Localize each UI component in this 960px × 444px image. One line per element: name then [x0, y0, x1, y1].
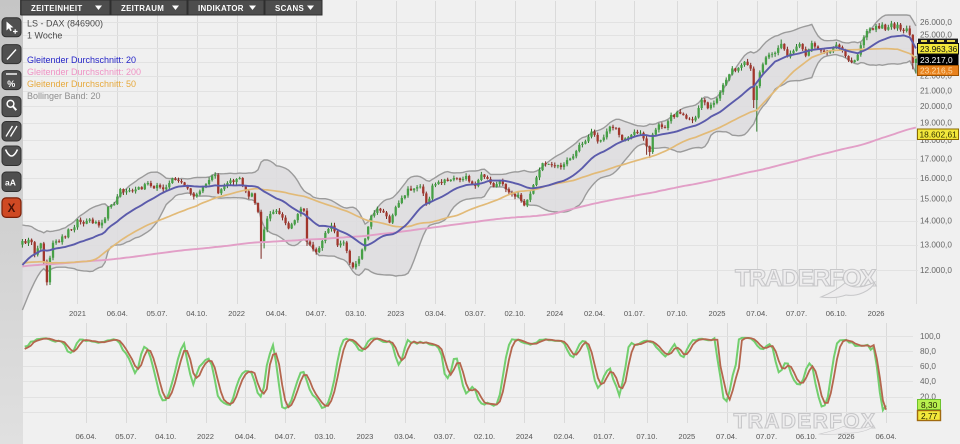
svg-text:02.04.: 02.04. — [584, 309, 605, 318]
svg-text:2026: 2026 — [868, 309, 885, 318]
svg-text:04.04.: 04.04. — [266, 309, 287, 318]
svg-text:04.04.: 04.04. — [235, 432, 256, 441]
svg-text:TRADERFOX: TRADERFOX — [734, 410, 876, 433]
svg-text:aA: aA — [5, 178, 16, 188]
svg-text:23.216,5: 23.216,5 — [920, 66, 953, 76]
svg-text:1 Woche: 1 Woche — [27, 31, 62, 41]
svg-text:17.000,0: 17.000,0 — [920, 154, 952, 163]
svg-text:Gleitender Durchschnitt: 200: Gleitender Durchschnitt: 200 — [27, 67, 141, 77]
svg-text:05.07.: 05.07. — [147, 309, 168, 318]
svg-text:13.000,0: 13.000,0 — [920, 240, 952, 249]
svg-text:8,30: 8,30 — [921, 400, 938, 410]
svg-text:01.07.: 01.07. — [593, 432, 614, 441]
svg-text:26.000,0: 26.000,0 — [920, 18, 952, 27]
svg-text:02.10.: 02.10. — [474, 432, 495, 441]
svg-text:15.000,0: 15.000,0 — [920, 195, 952, 204]
svg-text:2026: 2026 — [838, 432, 855, 441]
svg-text:2022: 2022 — [228, 309, 245, 318]
svg-text:23.217,0: 23.217,0 — [920, 55, 953, 65]
svg-text:20.000,0: 20.000,0 — [920, 102, 952, 111]
svg-text:07.04.: 07.04. — [716, 432, 737, 441]
svg-text:2025: 2025 — [709, 309, 726, 318]
svg-text:04.10.: 04.10. — [155, 432, 176, 441]
svg-text:21.000,0: 21.000,0 — [920, 87, 952, 96]
svg-text:2023: 2023 — [356, 432, 373, 441]
svg-text:04.10.: 04.10. — [186, 309, 207, 318]
svg-text:%: % — [7, 79, 15, 89]
svg-text:07.07.: 07.07. — [756, 432, 777, 441]
svg-text:05.07.: 05.07. — [115, 432, 136, 441]
svg-text:03.07.: 03.07. — [465, 309, 486, 318]
svg-text:80,0: 80,0 — [920, 347, 936, 356]
svg-text:40,0: 40,0 — [920, 377, 936, 386]
svg-text:02.10.: 02.10. — [504, 309, 525, 318]
svg-text:X: X — [8, 203, 16, 215]
svg-text:SCANS: SCANS — [275, 4, 304, 13]
svg-text:03.07.: 03.07. — [434, 432, 455, 441]
svg-text:20,0: 20,0 — [920, 392, 936, 401]
svg-text:23.963,36: 23.963,36 — [920, 44, 958, 54]
svg-text:14.000,0: 14.000,0 — [920, 217, 952, 226]
svg-text:04.07.: 04.07. — [306, 309, 327, 318]
svg-text:18.000,0: 18.000,0 — [920, 136, 952, 145]
svg-text:Gleitender Durchschnitt: 50: Gleitender Durchschnitt: 50 — [27, 79, 136, 89]
svg-text:18.602,61: 18.602,61 — [920, 130, 958, 140]
svg-text:07.07.: 07.07. — [786, 309, 807, 318]
svg-text:12.000,0: 12.000,0 — [920, 266, 952, 275]
svg-text:06.04.: 06.04. — [75, 432, 96, 441]
svg-text:07.10.: 07.10. — [636, 432, 657, 441]
svg-text:ZEITEINHEIT: ZEITEINHEIT — [31, 4, 83, 13]
svg-text:2023: 2023 — [387, 309, 404, 318]
svg-text:01.07.: 01.07. — [624, 309, 645, 318]
svg-text:06.04.: 06.04. — [107, 309, 128, 318]
svg-text:ZEITRAUM: ZEITRAUM — [121, 4, 164, 13]
svg-text:2025: 2025 — [678, 432, 695, 441]
svg-text:LS - DAX (846900): LS - DAX (846900) — [27, 19, 103, 29]
svg-text:60,0: 60,0 — [920, 362, 936, 371]
svg-text:03.04.: 03.04. — [425, 309, 446, 318]
svg-text:25.000,0: 25.000,0 — [920, 31, 952, 40]
svg-text:06.10.: 06.10. — [796, 432, 817, 441]
svg-text:16.000,0: 16.000,0 — [920, 174, 952, 183]
svg-text:2,77: 2,77 — [921, 411, 938, 421]
svg-text:03.04.: 03.04. — [394, 432, 415, 441]
svg-text:100,0: 100,0 — [920, 332, 941, 341]
svg-text:03.10.: 03.10. — [315, 432, 336, 441]
svg-text:06.10.: 06.10. — [826, 309, 847, 318]
svg-text:2024: 2024 — [516, 432, 533, 441]
svg-text:Gleitender Durchschnitt: 20: Gleitender Durchschnitt: 20 — [27, 55, 136, 65]
svg-text:19.000,0: 19.000,0 — [920, 119, 952, 128]
svg-text:02.04.: 02.04. — [554, 432, 575, 441]
svg-text:2022: 2022 — [197, 432, 214, 441]
svg-text:INDIKATOR: INDIKATOR — [198, 4, 244, 13]
svg-text:03.10.: 03.10. — [345, 309, 366, 318]
svg-text:07.04.: 07.04. — [746, 309, 767, 318]
svg-text:2021: 2021 — [69, 309, 86, 318]
svg-text:04.07.: 04.07. — [275, 432, 296, 441]
svg-text:06.04.: 06.04. — [875, 432, 896, 441]
svg-text:22.000,0: 22.000,0 — [920, 72, 952, 81]
svg-text:Bollinger Band: 20: Bollinger Band: 20 — [27, 91, 101, 101]
svg-text:2024: 2024 — [546, 309, 563, 318]
svg-text:07.10.: 07.10. — [667, 309, 688, 318]
